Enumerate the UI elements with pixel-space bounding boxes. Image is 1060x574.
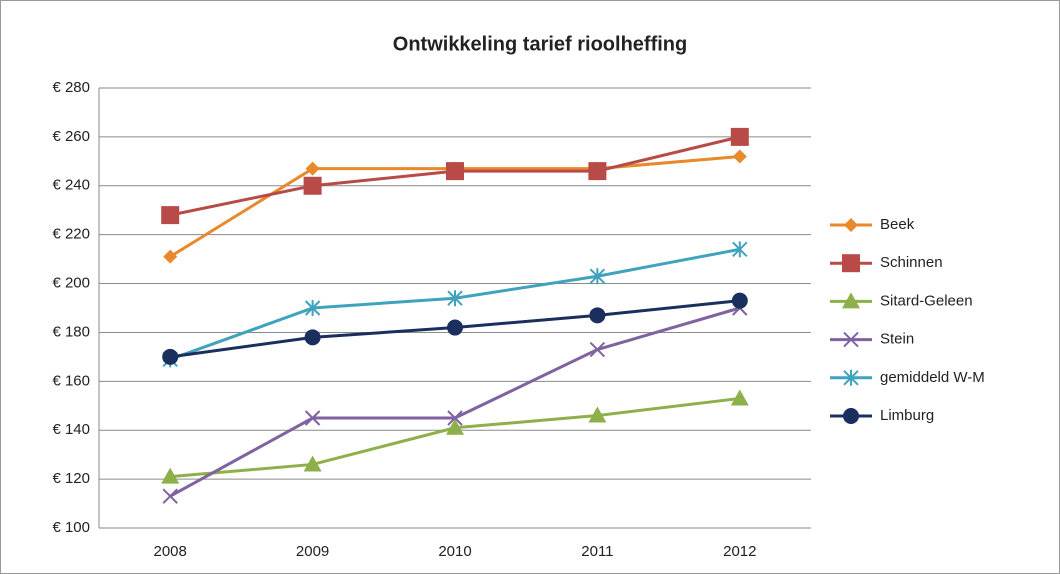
y-tick-label: € 120 <box>52 470 90 487</box>
data-point <box>447 290 463 307</box>
x-tick-label: 2008 <box>154 543 187 560</box>
y-tick-label: € 100 <box>52 519 90 536</box>
data-point <box>588 162 607 181</box>
legend-marker <box>842 254 860 273</box>
data-point <box>731 292 748 309</box>
data-point <box>732 149 747 164</box>
legend-marker <box>843 369 859 386</box>
data-point <box>303 455 322 472</box>
legend-label: Sitard-Geleen <box>880 292 973 309</box>
data-point <box>305 161 320 176</box>
x-tick-label: 2010 <box>438 543 471 560</box>
data-point <box>304 329 321 346</box>
data-point <box>732 241 748 258</box>
data-point <box>161 206 180 225</box>
x-tick-label: 2012 <box>723 543 756 560</box>
legend-marker <box>842 292 860 309</box>
data-point <box>588 406 607 423</box>
legend-label: Stein <box>880 331 914 348</box>
data-point <box>303 176 322 195</box>
data-point <box>162 488 178 504</box>
y-tick-label: € 140 <box>52 421 90 438</box>
legend-label: gemiddeld W-M <box>880 369 985 386</box>
legend-marker <box>844 218 858 232</box>
y-tick-label: € 180 <box>52 323 90 340</box>
legend-marker <box>843 331 859 348</box>
legend-label: Schinnen <box>880 254 943 271</box>
legend-label: Limburg <box>880 407 934 424</box>
x-tick-label: 2009 <box>296 543 329 560</box>
y-tick-label: € 240 <box>52 177 90 194</box>
data-point <box>446 162 464 181</box>
data-point <box>446 418 464 435</box>
y-tick-label: € 220 <box>52 226 90 243</box>
legend-label: Beek <box>880 216 915 233</box>
y-tick-label: € 200 <box>52 275 90 292</box>
data-point <box>304 410 321 426</box>
data-point <box>304 300 321 316</box>
data-point <box>589 307 606 324</box>
legend-marker <box>843 408 859 424</box>
chart-title: Ontwikkeling tarief rioolheffing <box>393 33 687 55</box>
y-tick-label: € 260 <box>52 128 90 145</box>
y-tick-label: € 280 <box>52 79 90 96</box>
y-tick-label: € 160 <box>52 372 90 389</box>
data-point <box>730 389 749 406</box>
x-tick-label: 2011 <box>581 543 613 560</box>
data-point <box>447 319 463 336</box>
data-point <box>589 341 606 358</box>
data-point <box>163 249 178 264</box>
data-point <box>161 467 180 484</box>
data-point <box>447 410 463 426</box>
data-point <box>162 348 179 365</box>
data-point <box>730 127 749 146</box>
data-point <box>589 268 606 285</box>
